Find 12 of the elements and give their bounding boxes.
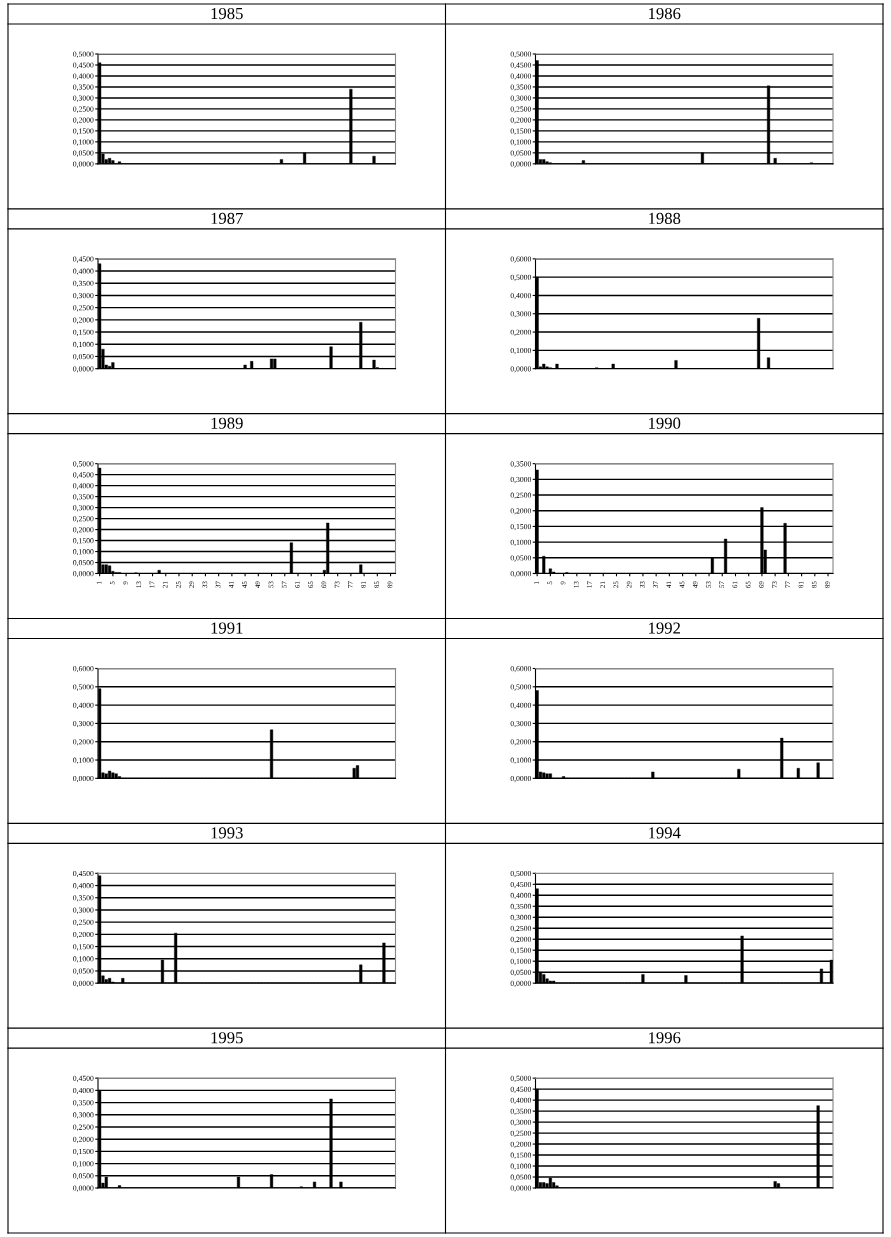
chart-title: 1995 (211, 1032, 243, 1044)
chart-title: 1996 (649, 1032, 681, 1044)
chart-title: 1985 (211, 7, 243, 20)
chart-title: 1991 (211, 622, 243, 634)
chart-title: 1988 (649, 212, 681, 225)
chart-title: 1990 (649, 417, 681, 429)
chart-title: 1987 (211, 212, 243, 225)
chart-title: 1993 (211, 827, 243, 839)
chart-title: 1992 (649, 622, 680, 634)
chart-title: 1986 (649, 7, 681, 20)
chart-title: 1989 (211, 417, 243, 429)
chart-title: 1994 (649, 827, 681, 839)
